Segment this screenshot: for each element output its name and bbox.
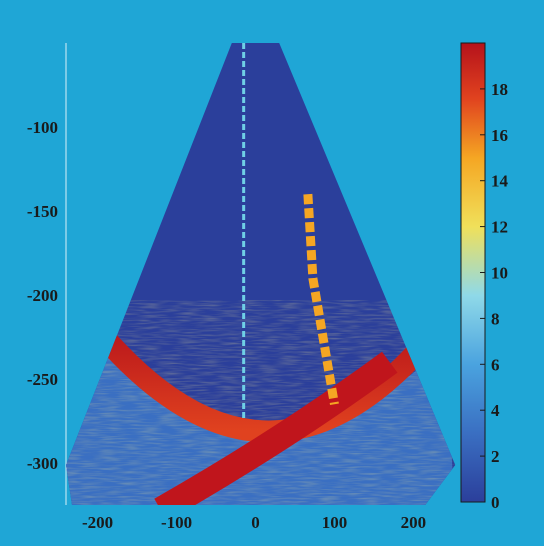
oblique-streak xyxy=(303,193,339,405)
colorbar-tick-label: 10 xyxy=(491,264,508,283)
diagonal-reflection-band xyxy=(154,351,398,505)
y-tick-label: -200 xyxy=(27,286,58,305)
y-tick-label: -100 xyxy=(27,118,58,137)
x-tick-label: 100 xyxy=(322,513,348,532)
x-tick-label: -100 xyxy=(161,513,192,532)
y-tick-label: -250 xyxy=(27,370,58,389)
colorbar-tick-label: 16 xyxy=(491,126,508,145)
colorbar-tick-labels: 0 2 4 6 8 10 12 14 16 18 xyxy=(480,80,509,512)
x-tick-labels: -200 -100 0 100 200 xyxy=(82,513,426,532)
colorbar-tick-label: 8 xyxy=(491,309,500,328)
plot-area: -200 -100 0 100 200 -100 -150 -200 -250 -300 xyxy=(27,43,456,532)
colorbar-tick-label: 12 xyxy=(491,218,508,237)
colorbar-tick-label: 0 xyxy=(491,493,500,512)
y-tick-labels: -100 -150 -200 -250 -300 xyxy=(27,118,58,473)
sector-content xyxy=(66,43,456,505)
colorbar-tick-label: 2 xyxy=(491,447,500,466)
curved-bottom-arc xyxy=(81,313,424,443)
colorbar-tick-label: 18 xyxy=(491,80,508,99)
speckle-noise xyxy=(66,300,456,505)
colorbar: 0 2 4 6 8 10 12 14 16 18 xyxy=(460,42,509,512)
y-tick-label: -150 xyxy=(27,202,58,221)
y-tick-label: -300 xyxy=(27,454,58,473)
x-tick-label: -200 xyxy=(82,513,113,532)
x-tick-label: 0 xyxy=(251,513,260,532)
colorbar-tick-label: 14 xyxy=(491,172,509,191)
colorbar-tick-label: 6 xyxy=(491,355,500,374)
x-tick-label: 200 xyxy=(401,513,427,532)
colorbar-tick-label: 4 xyxy=(491,401,500,420)
